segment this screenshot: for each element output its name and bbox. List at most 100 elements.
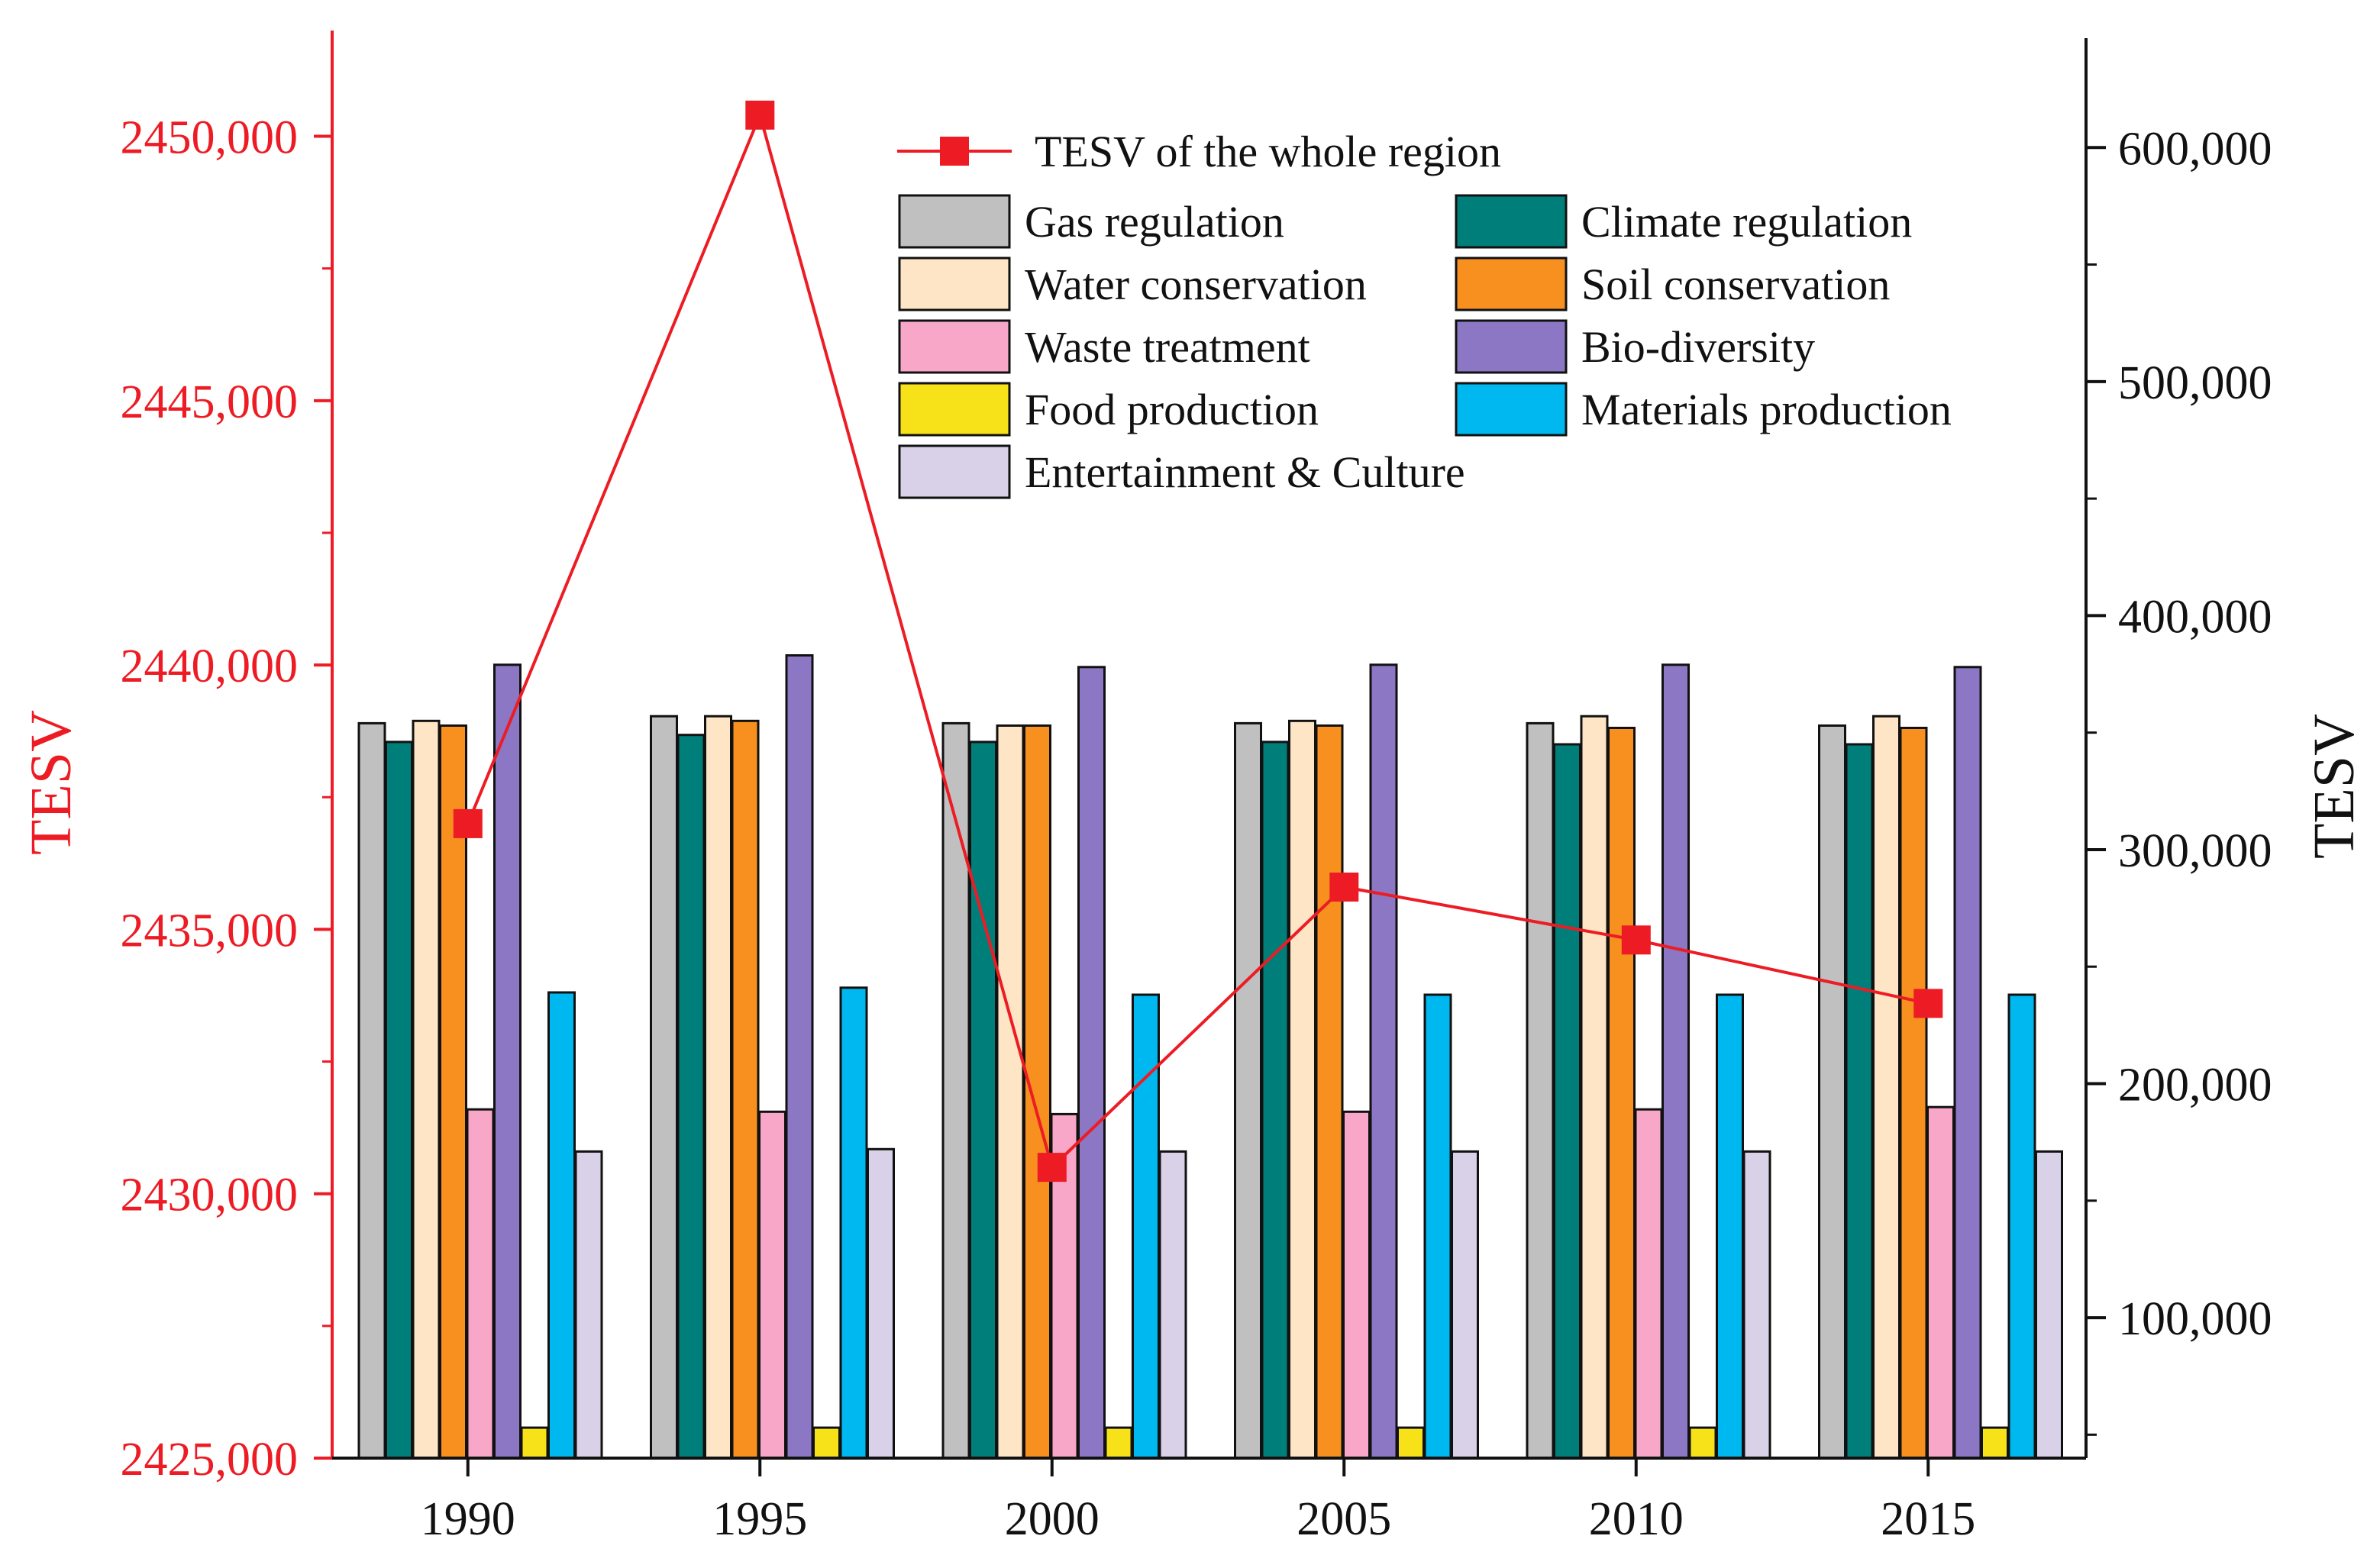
bar-waste-treatment-1990 xyxy=(466,1108,495,1460)
right-tick-label: 100,000 xyxy=(2118,1293,2272,1345)
legend-swatch-entertainment-culture xyxy=(898,444,1011,499)
bar-food-production-2005 xyxy=(1397,1426,1425,1460)
left-tick-label: 2440,000 xyxy=(121,640,299,692)
bar-gas-regulation-2005 xyxy=(1234,721,1262,1460)
right-tick-label: 500,000 xyxy=(2118,357,2272,409)
legend-label-waste-treatment: Waste treatment xyxy=(1025,322,1310,372)
left-tick-label: 2430,000 xyxy=(121,1170,299,1221)
bar-food-production-1990 xyxy=(520,1426,549,1460)
tesv-line xyxy=(466,110,1929,1170)
x-tick-label-2015: 2015 xyxy=(1881,1493,1975,1545)
bar-soil-conservation-2000 xyxy=(1023,724,1051,1460)
legend-label-climate-regulation: Climate regulation xyxy=(1581,197,1912,247)
bar-bio-diversity-2005 xyxy=(1369,663,1398,1460)
legend-label-materials-production: Materials production xyxy=(1581,385,1952,434)
bar-gas-regulation-2000 xyxy=(941,721,970,1460)
legend-label-tesv-line: TESV of the whole region xyxy=(1035,127,1501,176)
bar-climate-regulation-1995 xyxy=(677,734,706,1460)
legend-label-soil-conservation: Soil conservation xyxy=(1581,260,1890,309)
bar-bio-diversity-2000 xyxy=(1077,666,1106,1460)
bar-materials-production-2000 xyxy=(1132,993,1160,1460)
legend-swatch-materials-production xyxy=(1455,382,1568,437)
legend-label-bio-diversity: Bio-diversity xyxy=(1581,322,1815,372)
tesv-marker-2000 xyxy=(1037,1153,1067,1183)
bar-entertainment-culture-2005 xyxy=(1451,1150,1479,1460)
bar-materials-production-2010 xyxy=(1716,993,1744,1460)
bar-materials-production-2005 xyxy=(1423,993,1452,1460)
bar-waste-treatment-2010 xyxy=(1634,1108,1663,1460)
bar-soil-conservation-2005 xyxy=(1315,724,1344,1460)
bar-food-production-2010 xyxy=(1688,1426,1717,1460)
bars-layer xyxy=(357,654,2063,1460)
tesv-marker-2015 xyxy=(1913,989,1943,1018)
bar-water-conservation-2010 xyxy=(1580,715,1609,1460)
bar-waste-treatment-1995 xyxy=(758,1110,786,1460)
bar-climate-regulation-2010 xyxy=(1553,743,1581,1460)
bar-climate-regulation-2005 xyxy=(1261,741,1290,1460)
bar-materials-production-1995 xyxy=(839,986,868,1460)
bar-bio-diversity-2010 xyxy=(1661,663,1690,1460)
bar-bio-diversity-1990 xyxy=(493,663,522,1460)
legend-label-gas-regulation: Gas regulation xyxy=(1025,197,1284,247)
bar-food-production-1995 xyxy=(812,1426,841,1460)
bar-bio-diversity-1995 xyxy=(785,654,814,1460)
bar-bio-diversity-2015 xyxy=(1953,666,1982,1460)
bar-climate-regulation-1990 xyxy=(385,741,413,1460)
left-axis-title: TESV xyxy=(19,710,83,855)
x-tick-label-2010: 2010 xyxy=(1589,1493,1684,1545)
legend-swatch-waste-treatment xyxy=(898,319,1011,374)
bar-water-conservation-2000 xyxy=(996,724,1025,1460)
legend-swatch-bio-diversity xyxy=(1455,319,1568,374)
bar-entertainment-culture-2000 xyxy=(1158,1150,1187,1460)
tesv-marker-2010 xyxy=(1621,925,1651,955)
legend-swatch-climate-regulation xyxy=(1455,194,1568,249)
right-tick-label: 200,000 xyxy=(2118,1060,2272,1112)
tesv-marker-2005 xyxy=(1329,873,1359,902)
bar-climate-regulation-2015 xyxy=(1845,743,1874,1460)
legend-label-food-production: Food production xyxy=(1025,385,1319,434)
right-tick-label: 400,000 xyxy=(2118,591,2272,643)
legend-swatch-water-conservation xyxy=(898,257,1011,311)
bar-entertainment-culture-2015 xyxy=(2035,1150,2063,1460)
tesv-line-layer xyxy=(453,100,1943,1183)
bar-soil-conservation-2010 xyxy=(1607,727,1636,1460)
left-tick-label: 2425,000 xyxy=(121,1434,299,1486)
bar-waste-treatment-2005 xyxy=(1342,1110,1371,1460)
bar-waste-treatment-2015 xyxy=(1926,1105,1955,1460)
right-tick-label: 600,000 xyxy=(2118,123,2272,175)
legend: TESV of the whole region Gas regulation Cl… xyxy=(897,127,1952,499)
bar-soil-conservation-1995 xyxy=(731,719,760,1460)
right-axis-title: TESV xyxy=(2302,714,2366,859)
bar-entertainment-culture-1995 xyxy=(867,1147,895,1460)
bar-water-conservation-2015 xyxy=(1872,715,1900,1460)
legend-swatch-gas-regulation xyxy=(898,194,1011,249)
bar-gas-regulation-1995 xyxy=(650,715,678,1460)
bar-gas-regulation-2015 xyxy=(1818,724,1846,1460)
x-tick-label-2005: 2005 xyxy=(1297,1493,1391,1545)
bar-food-production-2000 xyxy=(1104,1426,1133,1460)
bar-gas-regulation-1990 xyxy=(357,721,386,1460)
tesv-marker-1995 xyxy=(745,100,775,130)
legend-label-water-conservation: Water conservation xyxy=(1025,260,1367,309)
right-tick-label: 300,000 xyxy=(2118,825,2272,877)
x-tick-label-1990: 1990 xyxy=(421,1493,515,1545)
left-tick-label: 2450,000 xyxy=(121,112,299,164)
x-tick-label-2000: 2000 xyxy=(1005,1493,1100,1545)
bar-food-production-2015 xyxy=(1981,1426,2009,1460)
bar-water-conservation-1995 xyxy=(704,715,732,1460)
tesv-marker-1990 xyxy=(453,808,483,838)
bar-climate-regulation-2000 xyxy=(969,741,997,1460)
x-tick-label-1995: 1995 xyxy=(712,1493,807,1545)
bar-materials-production-2015 xyxy=(2007,993,2036,1460)
bar-water-conservation-2005 xyxy=(1288,719,1316,1460)
legend-label-entertainment-culture: Entertainment & Culture xyxy=(1025,447,1465,497)
legend-line-marker xyxy=(940,137,969,166)
bar-water-conservation-1990 xyxy=(412,719,441,1460)
left-tick-label: 2445,000 xyxy=(121,376,299,428)
bar-materials-production-1990 xyxy=(547,991,576,1460)
legend-swatch-food-production xyxy=(898,382,1011,437)
bar-entertainment-culture-1990 xyxy=(574,1150,603,1460)
bar-gas-regulation-2010 xyxy=(1526,721,1555,1460)
